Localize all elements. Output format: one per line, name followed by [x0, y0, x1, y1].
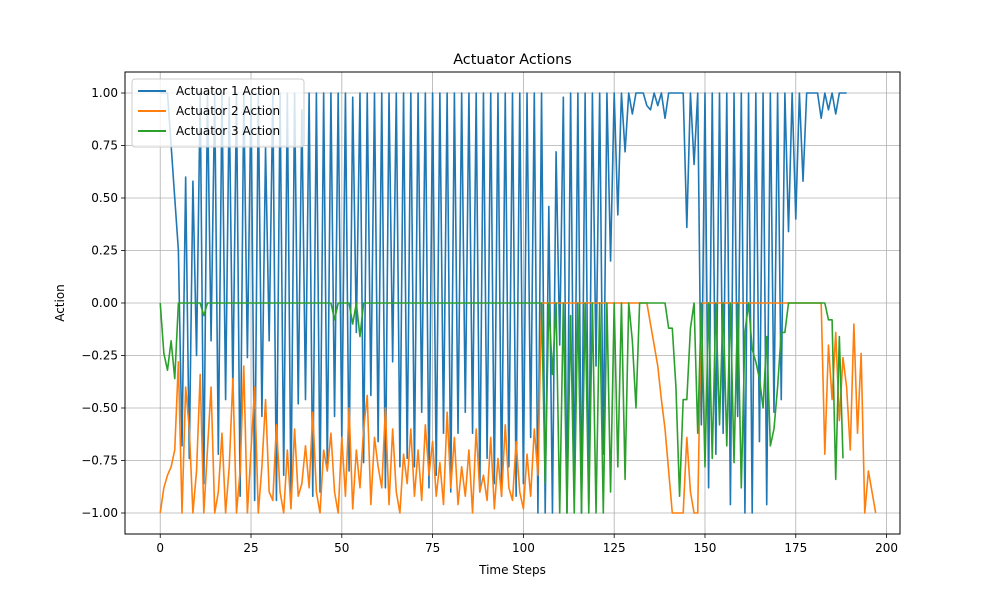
legend-label-actuator-2: Actuator 2 Action [176, 104, 280, 118]
y-tick-label: −0.75 [81, 454, 118, 468]
x-tick-label: 0 [156, 541, 164, 555]
x-tick-label: 25 [243, 541, 258, 555]
x-tick-label: 150 [694, 541, 717, 555]
legend-label-actuator-3: Actuator 3 Action [176, 124, 280, 138]
x-tick-label: 125 [603, 541, 626, 555]
y-tick-label: −0.50 [81, 401, 118, 415]
x-tick-label: 75 [425, 541, 440, 555]
y-tick-label: −0.25 [81, 349, 118, 363]
x-tick-label: 200 [875, 541, 898, 555]
legend-label-actuator-1: Actuator 1 Action [176, 84, 280, 98]
series-lines [159, 92, 877, 514]
y-tick-label: 0.00 [91, 296, 118, 310]
x-tick-label: 175 [784, 541, 807, 555]
legend: Actuator 1 Action Actuator 2 Action Actu… [131, 78, 305, 148]
x-axis-label: Time Steps [478, 563, 546, 577]
y-tick-label: 0.25 [91, 244, 118, 258]
y-tick-label: 1.00 [91, 86, 118, 100]
series-line-actuator-1 [160, 92, 847, 514]
y-tick-label: −1.00 [81, 506, 118, 520]
chart-title: Actuator Actions [453, 52, 572, 68]
x-ticks: 0 25 50 75 100 125 150 175 200 [156, 534, 898, 555]
y-tick-label: 0.50 [91, 191, 118, 205]
x-tick-label: 50 [334, 541, 349, 555]
series-line-actuator-3 [159, 302, 844, 514]
y-ticks: −1.00 −0.75 −0.50 −0.25 0.00 0.25 0.50 0.75 1.00 [81, 86, 125, 520]
y-tick-label: 0.75 [91, 139, 118, 153]
y-axis-label: Action [53, 284, 67, 322]
legend-box [131, 78, 305, 148]
x-tick-label: 100 [512, 541, 535, 555]
series-line-actuator-2 [159, 302, 877, 514]
